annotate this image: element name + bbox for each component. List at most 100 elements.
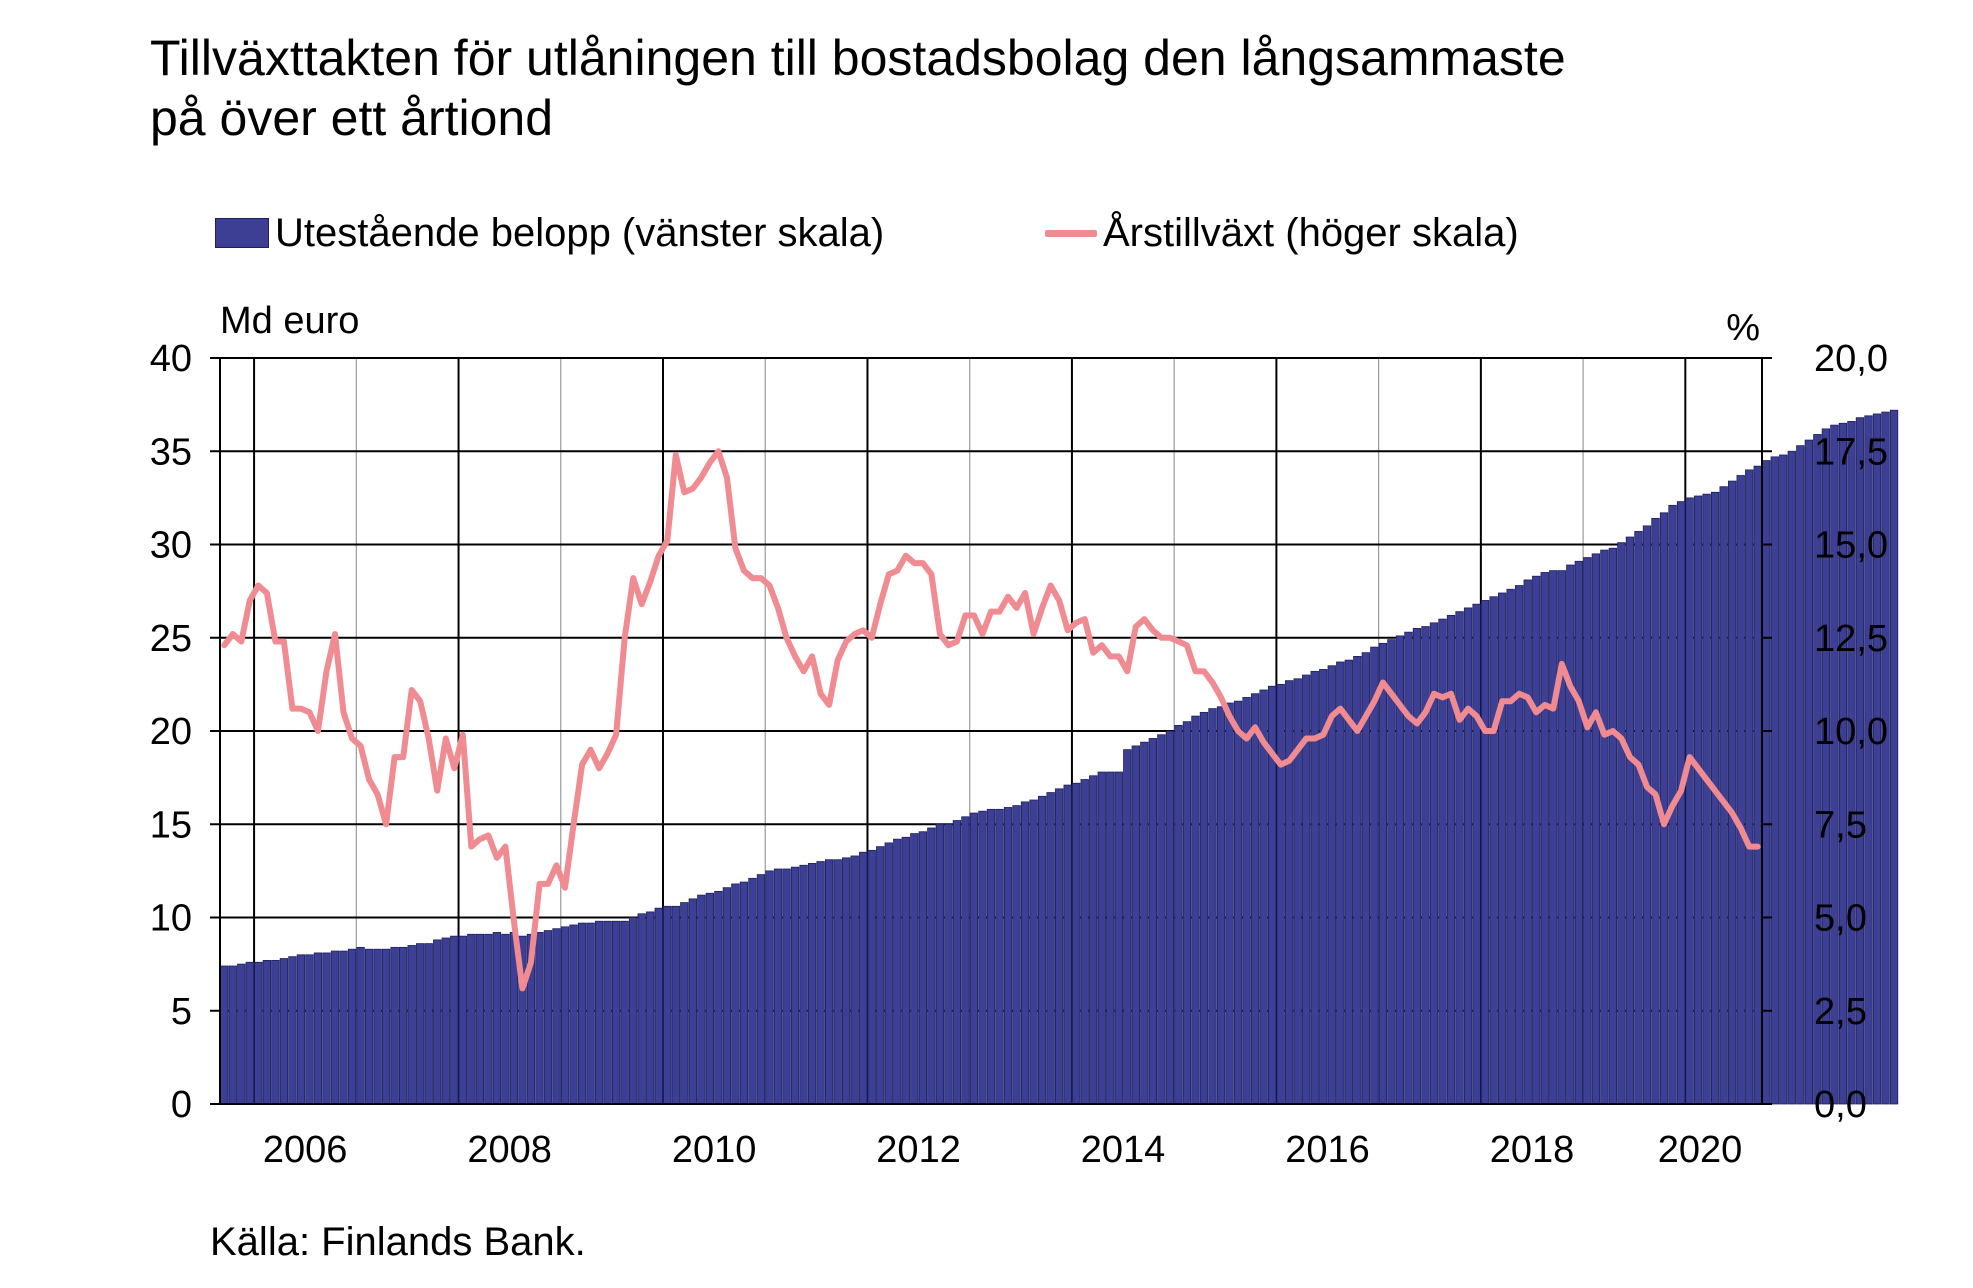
left-tick-label: 25 bbox=[150, 618, 192, 660]
bar bbox=[475, 933, 484, 1105]
bar bbox=[347, 948, 357, 1105]
bar bbox=[373, 948, 382, 1105]
legend-item-amount: Utestående belopp (vänster skala) bbox=[215, 208, 884, 258]
bar bbox=[1174, 725, 1183, 1105]
bar bbox=[1336, 661, 1345, 1105]
chart-title-line-2: på över ett årtiond bbox=[150, 90, 554, 146]
bar bbox=[1676, 501, 1686, 1105]
right-tick-label: 10,0 bbox=[1814, 711, 1888, 753]
x-tick-label: 2014 bbox=[1081, 1129, 1166, 1171]
left-tick-label: 20 bbox=[150, 711, 192, 753]
bar bbox=[288, 956, 297, 1105]
x-tick-label: 2010 bbox=[672, 1129, 757, 1171]
legend-item-growth: Årstillväxt (höger skala) bbox=[1045, 208, 1519, 258]
bar bbox=[1770, 456, 1779, 1105]
bar bbox=[1020, 801, 1030, 1105]
bar bbox=[1583, 557, 1592, 1105]
bar bbox=[952, 820, 962, 1105]
bar bbox=[688, 898, 697, 1105]
bar bbox=[944, 823, 953, 1105]
bar bbox=[458, 935, 467, 1105]
bar bbox=[756, 874, 766, 1105]
bar bbox=[646, 911, 655, 1105]
bar bbox=[790, 866, 800, 1105]
bar bbox=[330, 950, 340, 1105]
bar bbox=[535, 932, 544, 1105]
left-tick-label: 10 bbox=[150, 898, 192, 940]
bar bbox=[705, 892, 715, 1105]
bar bbox=[1566, 564, 1575, 1105]
bar bbox=[305, 954, 314, 1105]
x-tick-label: 2012 bbox=[876, 1129, 961, 1171]
bar bbox=[424, 943, 433, 1105]
x-tick-label: 2008 bbox=[467, 1129, 552, 1171]
bar bbox=[816, 861, 825, 1105]
bar bbox=[1728, 480, 1737, 1105]
right-tick-label: 20,0 bbox=[1814, 338, 1888, 380]
bar bbox=[560, 926, 570, 1105]
bar bbox=[356, 946, 365, 1105]
bar bbox=[1106, 771, 1115, 1105]
bars-layer bbox=[220, 409, 1899, 1105]
right-tick-label: 2,5 bbox=[1814, 991, 1867, 1033]
bar bbox=[1063, 784, 1072, 1105]
bar bbox=[765, 870, 774, 1105]
bar bbox=[714, 890, 723, 1105]
bar bbox=[1463, 607, 1473, 1105]
bar bbox=[1702, 493, 1711, 1105]
bar bbox=[910, 833, 919, 1105]
bar bbox=[1182, 721, 1192, 1105]
bar bbox=[1532, 575, 1541, 1105]
bar bbox=[1233, 700, 1243, 1105]
bar bbox=[1813, 434, 1822, 1105]
bar bbox=[1855, 417, 1865, 1105]
bar bbox=[978, 810, 987, 1105]
legend-label-growth: Årstillväxt (höger skala) bbox=[1103, 210, 1519, 255]
bar bbox=[1191, 715, 1200, 1105]
bar bbox=[867, 849, 876, 1105]
bar bbox=[220, 965, 229, 1105]
bar bbox=[492, 932, 502, 1105]
bar bbox=[1480, 600, 1490, 1105]
bar bbox=[390, 946, 399, 1105]
ticks-layer: 0 0,0 5 2,5 10 5,0 15 7,5 20 10,0 25 12,5 30 15,0 35 17… bbox=[150, 338, 1888, 1171]
bar bbox=[1889, 409, 1899, 1105]
legend-swatch-line bbox=[1045, 229, 1097, 237]
bar bbox=[1804, 439, 1814, 1105]
bar bbox=[739, 881, 749, 1105]
bar bbox=[245, 961, 254, 1105]
bar bbox=[799, 864, 808, 1105]
bar bbox=[1438, 618, 1447, 1105]
bar bbox=[1787, 450, 1796, 1105]
bar bbox=[901, 836, 910, 1105]
bar bbox=[611, 920, 621, 1105]
bar bbox=[586, 922, 595, 1105]
bar bbox=[407, 945, 416, 1105]
bar bbox=[1404, 631, 1413, 1105]
bar bbox=[893, 838, 902, 1105]
bar bbox=[1046, 792, 1055, 1105]
bar bbox=[1642, 525, 1652, 1105]
bar bbox=[416, 943, 425, 1105]
bar bbox=[1617, 542, 1626, 1105]
right-tick-label: 15,0 bbox=[1814, 525, 1888, 567]
bar bbox=[313, 952, 323, 1105]
bar bbox=[339, 950, 348, 1105]
bar bbox=[1012, 805, 1021, 1105]
bar bbox=[842, 857, 851, 1105]
bar bbox=[484, 933, 493, 1105]
left-tick-label: 40 bbox=[150, 338, 192, 380]
left-tick-label: 5 bbox=[171, 991, 192, 1033]
bar bbox=[1072, 782, 1081, 1105]
bar bbox=[748, 877, 757, 1105]
bar bbox=[1515, 585, 1524, 1105]
bar bbox=[876, 846, 885, 1105]
bar bbox=[1574, 560, 1583, 1105]
bar bbox=[671, 905, 680, 1105]
bar bbox=[1796, 445, 1805, 1105]
bar bbox=[577, 922, 587, 1105]
bar bbox=[927, 827, 936, 1105]
x-tick-label: 2018 bbox=[1490, 1129, 1575, 1171]
bar bbox=[1165, 730, 1175, 1105]
